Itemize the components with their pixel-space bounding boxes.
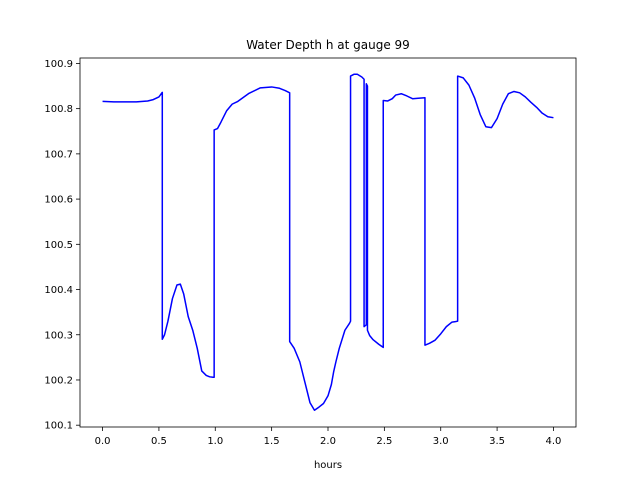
y-axis: 100.1 100.2 100.3 100.4 100.5 100.6 100.7 100.8… (44, 59, 80, 432)
y-tick-label: 100.7 (44, 149, 73, 160)
y-tick-label: 100.1 (44, 421, 73, 432)
y-tick-label: 100.8 (44, 104, 73, 115)
x-tick-label: 4.0 (546, 436, 562, 447)
x-axis: 0.0 0.5 1.0 1.5 2.0 2.5 3.0 3.5 4.0 (95, 427, 562, 447)
x-tick-label: 3.0 (433, 436, 449, 447)
y-tick-label: 100.3 (44, 330, 73, 341)
x-tick-label: 0.5 (151, 436, 167, 447)
y-tick-label: 100.9 (44, 59, 73, 70)
plot-area (102, 73, 554, 412)
x-tick-label: 2.5 (376, 436, 392, 447)
x-tick-label: 1.0 (207, 436, 223, 447)
x-tick-label: 1.5 (264, 436, 280, 447)
y-tick-label: 100.2 (44, 375, 73, 386)
x-tick-label: 3.5 (489, 436, 505, 447)
x-tick-label: 2.0 (320, 436, 336, 447)
chart-title: Water Depth h at gauge 99 (246, 38, 410, 52)
series-line (102, 73, 554, 412)
x-axis-label: hours (314, 460, 342, 471)
axes-frame (79, 57, 577, 428)
y-tick-label: 100.6 (44, 195, 73, 206)
y-tick-label: 100.5 (44, 240, 73, 251)
y-tick-label: 100.4 (44, 285, 73, 296)
x-tick-label: 0.0 (95, 436, 111, 447)
